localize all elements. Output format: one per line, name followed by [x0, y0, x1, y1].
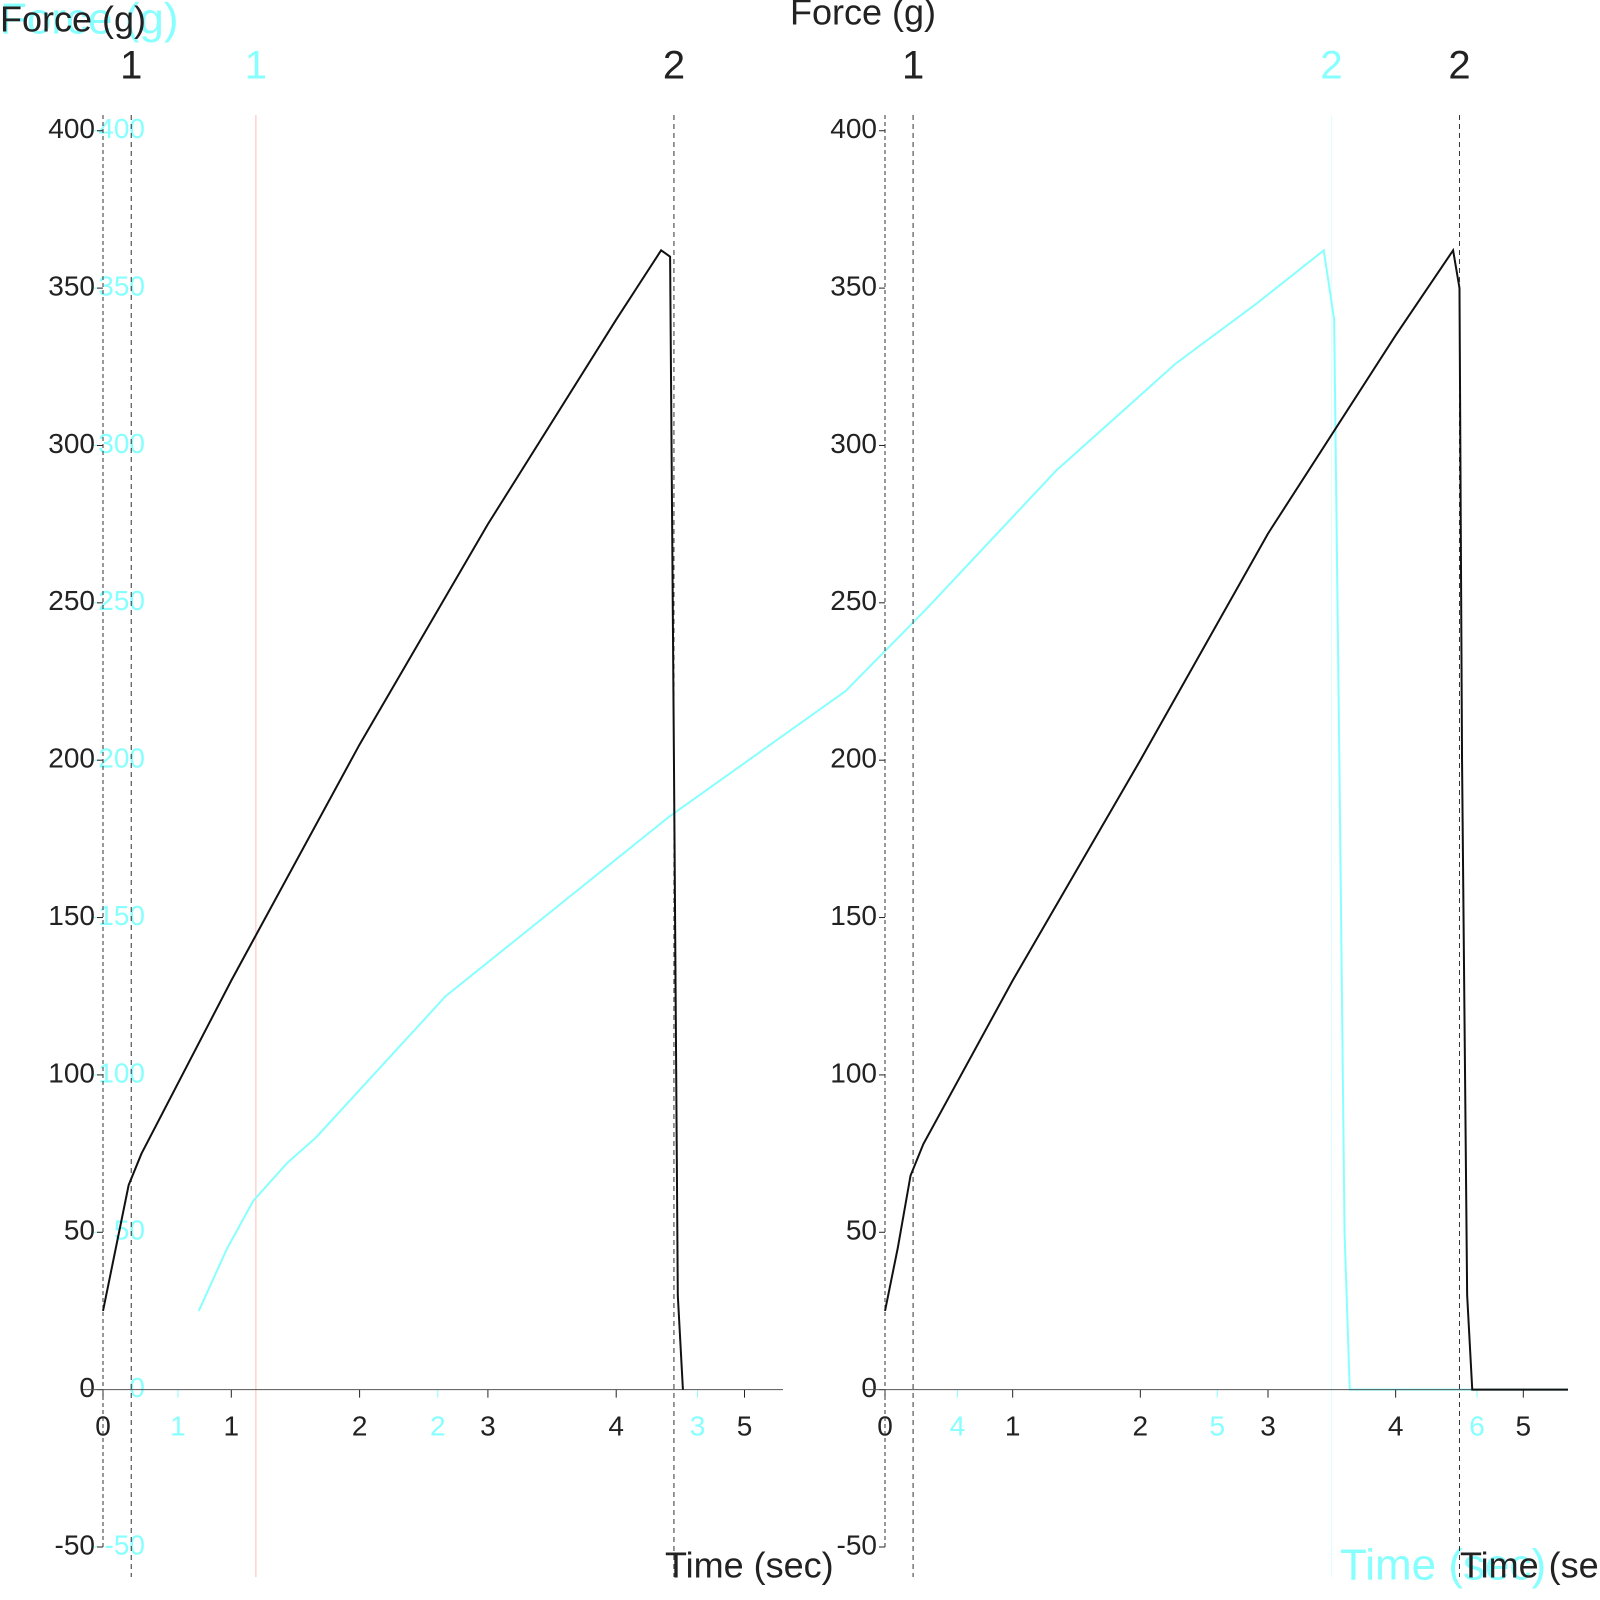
y-tick-label: -50 — [105, 1529, 145, 1560]
x-tick-label: 2 — [430, 1410, 446, 1441]
x-tick-label: 4 — [950, 1410, 966, 1441]
y-tick-label: 50 — [846, 1215, 877, 1246]
x-tick-label: 3 — [480, 1410, 496, 1441]
y-tick-label: 350 — [830, 270, 877, 301]
marker-label: 2 — [1320, 44, 1342, 88]
data-line — [197, 248, 1568, 1391]
x-tick-label: 2 — [1133, 1410, 1149, 1441]
y-tick-label: 150 — [830, 900, 877, 931]
x-tick-label: 1 — [170, 1410, 186, 1441]
y-tick-label: 400 — [830, 113, 877, 144]
y-tick-label: -50 — [55, 1529, 95, 1560]
y-tick-label: 0 — [79, 1372, 95, 1403]
y-tick-label: 100 — [98, 1057, 145, 1088]
y-tick-label: 200 — [830, 743, 877, 774]
marker-label: 2 — [1448, 44, 1470, 88]
x-tick-label: 3 — [690, 1410, 706, 1441]
x-tick-label: 5 — [1516, 1410, 1532, 1441]
chart-title: Force (g) — [0, 0, 178, 44]
y-tick-label: 150 — [48, 900, 95, 931]
x-tick-label: 4 — [1388, 1410, 1404, 1441]
y-tick-label: 0 — [129, 1372, 145, 1403]
marker-label: 1 — [120, 44, 142, 88]
y-tick-label: 300 — [830, 428, 877, 459]
y-tick-label: 200 — [98, 743, 145, 774]
y-tick-label: 200 — [48, 743, 95, 774]
data-line — [102, 248, 684, 1390]
x-tick-label: 4 — [608, 1410, 624, 1441]
x-tick-label: 1 — [224, 1410, 240, 1441]
y-tick-label: 250 — [830, 585, 877, 616]
y-tick-label: 300 — [98, 428, 145, 459]
chart-title: Force (g) — [790, 0, 936, 33]
y-tick-label: 400 — [48, 113, 95, 144]
y-tick-label: 250 — [48, 585, 95, 616]
x-axis-label: Time (sec) — [665, 1545, 834, 1586]
x-tick-label: 3 — [1260, 1410, 1276, 1441]
x-tick-label: 6 — [1469, 1410, 1485, 1441]
y-tick-label: 100 — [48, 1057, 95, 1088]
y-tick-label: 50 — [64, 1215, 95, 1246]
y-tick-label: 150 — [98, 900, 145, 931]
x-axis-label: Time (sec) — [1340, 1541, 1546, 1590]
data-line — [884, 247, 1568, 1391]
x-axis-label: Time (sec) — [1460, 1545, 1600, 1586]
x-tick-label: 5 — [1209, 1410, 1225, 1441]
y-tick-label: 300 — [48, 428, 95, 459]
marker-label: 1 — [902, 44, 924, 88]
y-tick-label: 0 — [861, 1372, 877, 1403]
y-tick-label: 350 — [48, 270, 95, 301]
y-tick-label: 350 — [98, 270, 145, 301]
x-tick-label: 1 — [1005, 1410, 1021, 1441]
chart-title: Force (g) — [0, 0, 146, 40]
y-tick-label: 250 — [98, 585, 145, 616]
marker-label: 2 — [663, 44, 685, 88]
y-tick-label: -50 — [837, 1529, 877, 1560]
y-tick-label: 400 — [98, 113, 145, 144]
x-tick-label: 5 — [737, 1410, 753, 1441]
marker-label: 1 — [245, 44, 267, 88]
x-tick-label: 2 — [352, 1410, 368, 1441]
y-tick-label: 100 — [830, 1057, 877, 1088]
